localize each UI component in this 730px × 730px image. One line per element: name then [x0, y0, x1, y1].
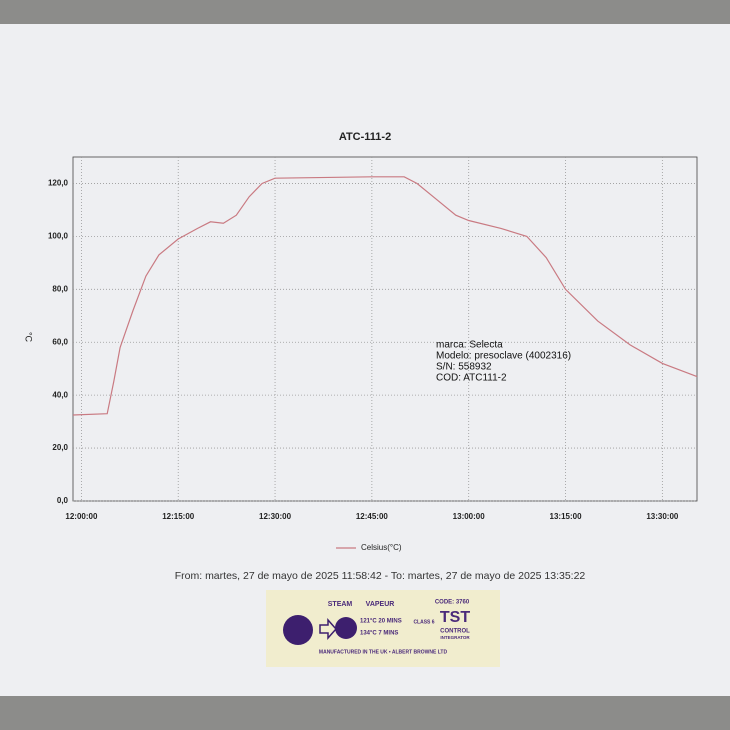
x-tick-label: 12:00:00 — [65, 512, 98, 521]
annotation: S/N: 558932 — [436, 362, 492, 373]
x-tick-label: 13:30:00 — [646, 512, 679, 521]
sticker-text: STEAM — [328, 601, 353, 608]
annotation: Modelo: presoclave (4002316) — [436, 351, 571, 362]
y-tick-label: 80,0 — [52, 284, 68, 293]
sticker-text: MANUFACTURED IN THE UK • ALBERT BROWNE L… — [319, 649, 448, 655]
sticker-text: VAPEUR — [366, 601, 395, 608]
x-tick-label: 13:00:00 — [453, 512, 486, 521]
x-tick-label: 12:30:00 — [259, 512, 292, 521]
indicator-dot — [335, 617, 357, 639]
y-tick-label: 60,0 — [52, 337, 68, 346]
y-tick-label: 40,0 — [52, 390, 68, 399]
x-tick-label: 12:45:00 — [356, 512, 389, 521]
arrow — [319, 618, 338, 640]
sticker-text: CLASS 6 — [413, 619, 434, 625]
sticker-text: CODE: 3760 — [435, 600, 470, 606]
chart-title: ATC-111-2 — [339, 131, 391, 143]
data-line — [72, 176, 698, 416]
sticker-text: CONTROL — [440, 629, 470, 635]
reference-dot — [283, 615, 313, 645]
sticker-text: 134°C 7 MINS — [360, 631, 398, 637]
paper — [0, 24, 730, 696]
legend-label: Celsius(°C) — [361, 543, 402, 552]
date-range: From: martes, 27 de mayo de 2025 11:58:4… — [175, 570, 586, 582]
x-tick-label: 12:15:00 — [162, 512, 195, 521]
x-tick-label: 13:15:00 — [550, 512, 583, 521]
y-axis-label: °C — [24, 332, 34, 343]
annotation: marca: Selecta — [436, 340, 503, 351]
sticker-text: TST — [440, 609, 470, 626]
y-tick-label: 0,0 — [57, 496, 69, 505]
y-tick-label: 20,0 — [52, 443, 68, 452]
sticker: STEAM VAPEUR CODE: 3760 121°C 20 MINS 13… — [266, 590, 500, 667]
annotation: COD: ATC111-2 — [436, 373, 507, 384]
y-tick-label: 120,0 — [48, 179, 69, 188]
sticker-text: 121°C 20 MINS — [360, 619, 402, 625]
sticker-text: INTEGRATOR — [440, 635, 470, 640]
y-tick-label: 100,0 — [48, 231, 69, 240]
